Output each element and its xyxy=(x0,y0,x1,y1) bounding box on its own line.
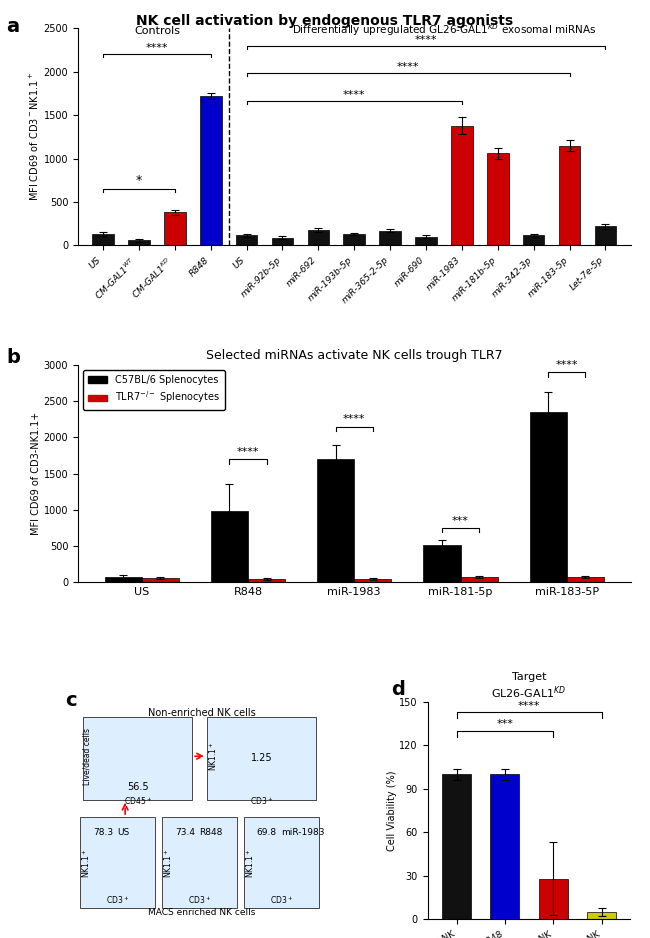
Text: Non-enriched NK cells: Non-enriched NK cells xyxy=(148,708,256,719)
Bar xyxy=(307,230,329,246)
Bar xyxy=(142,578,179,582)
Bar xyxy=(415,236,437,246)
Bar xyxy=(380,231,401,246)
Y-axis label: Cell Viability (%): Cell Viability (%) xyxy=(387,770,396,851)
Bar xyxy=(248,579,285,582)
Text: NK1.1$^+$: NK1.1$^+$ xyxy=(81,848,92,878)
Bar xyxy=(423,545,460,582)
Text: *: * xyxy=(136,174,142,188)
Y-axis label: MFI CD69 of CD3$^-$NK1.1$^+$: MFI CD69 of CD3$^-$NK1.1$^+$ xyxy=(28,72,41,202)
Text: 69.8: 69.8 xyxy=(257,828,277,837)
Text: ****: **** xyxy=(343,415,365,424)
Text: 78.3: 78.3 xyxy=(93,828,113,837)
Text: ****: **** xyxy=(343,90,365,100)
Bar xyxy=(539,879,567,919)
FancyBboxPatch shape xyxy=(162,817,237,908)
Text: CD3$^+$: CD3$^+$ xyxy=(250,795,273,807)
Bar xyxy=(487,153,508,246)
Bar xyxy=(236,235,257,246)
Title: Target
GL26-GAL1$^{KD}$: Target GL26-GAL1$^{KD}$ xyxy=(491,672,567,701)
Text: b: b xyxy=(6,348,20,367)
Text: CD3$^+$: CD3$^+$ xyxy=(270,894,293,906)
Text: CD3$^+$: CD3$^+$ xyxy=(188,894,211,906)
Text: ****: **** xyxy=(556,360,578,371)
Bar xyxy=(128,240,150,246)
Bar xyxy=(490,775,519,919)
Bar xyxy=(105,577,142,582)
FancyBboxPatch shape xyxy=(244,817,318,908)
Bar xyxy=(530,412,567,582)
Text: Controls: Controls xyxy=(134,26,180,37)
Text: NK1.1$^+$: NK1.1$^+$ xyxy=(244,848,256,878)
Text: ****: **** xyxy=(237,447,259,457)
FancyBboxPatch shape xyxy=(83,718,192,800)
Text: CD45$^+$: CD45$^+$ xyxy=(124,795,151,807)
Bar xyxy=(559,145,580,246)
Bar xyxy=(451,126,473,246)
Text: ****: **** xyxy=(146,43,168,53)
Bar xyxy=(272,237,293,246)
Text: CD3$^+$: CD3$^+$ xyxy=(106,894,129,906)
Bar xyxy=(92,234,114,246)
Bar xyxy=(567,577,604,582)
Bar xyxy=(343,234,365,246)
Text: 73.4: 73.4 xyxy=(175,828,195,837)
Text: Live/dead cells: Live/dead cells xyxy=(83,728,92,785)
Bar xyxy=(460,577,498,582)
FancyBboxPatch shape xyxy=(207,718,316,800)
Bar xyxy=(164,212,186,246)
FancyBboxPatch shape xyxy=(81,817,155,908)
Text: MACS enriched NK cells: MACS enriched NK cells xyxy=(148,908,255,917)
Text: c: c xyxy=(66,691,77,710)
Bar xyxy=(211,511,248,582)
Text: Differentially upregulated GL26-GAL1$^{KD}$ exosomal miRNAs: Differentially upregulated GL26-GAL1$^{K… xyxy=(292,23,596,38)
Bar xyxy=(587,912,616,919)
Text: d: d xyxy=(391,680,405,699)
Text: 56.5: 56.5 xyxy=(127,782,148,792)
Text: R848: R848 xyxy=(200,828,223,837)
Text: a: a xyxy=(6,17,20,37)
Title: Selected miRNAs activate NK cells trough TLR7: Selected miRNAs activate NK cells trough… xyxy=(206,350,502,362)
Text: ****: **** xyxy=(415,35,437,45)
Text: NK1.1$^+$: NK1.1$^+$ xyxy=(162,848,174,878)
Bar xyxy=(317,460,354,582)
Text: ****: **** xyxy=(518,701,540,711)
Text: NK1.1$^+$: NK1.1$^+$ xyxy=(207,741,218,771)
Text: miR-1983: miR-1983 xyxy=(281,828,325,837)
Bar xyxy=(354,579,391,582)
Text: NK cell activation by endogenous TLR7 agonists: NK cell activation by endogenous TLR7 ag… xyxy=(136,14,514,28)
Bar xyxy=(200,96,222,246)
Text: ***: *** xyxy=(452,516,469,526)
Text: ***: *** xyxy=(497,719,514,730)
Text: 1.25: 1.25 xyxy=(251,753,272,764)
Bar xyxy=(442,775,471,919)
Bar xyxy=(595,226,616,246)
Text: ****: **** xyxy=(396,63,419,72)
Legend: C57BL/6 Splenocytes, TLR7$^{-/-}$ Splenocytes: C57BL/6 Splenocytes, TLR7$^{-/-}$ Spleno… xyxy=(83,370,225,410)
Y-axis label: MFI CD69 of CD3-NK1.1+: MFI CD69 of CD3-NK1.1+ xyxy=(31,412,41,536)
Bar xyxy=(523,235,545,246)
Text: US: US xyxy=(118,828,130,837)
